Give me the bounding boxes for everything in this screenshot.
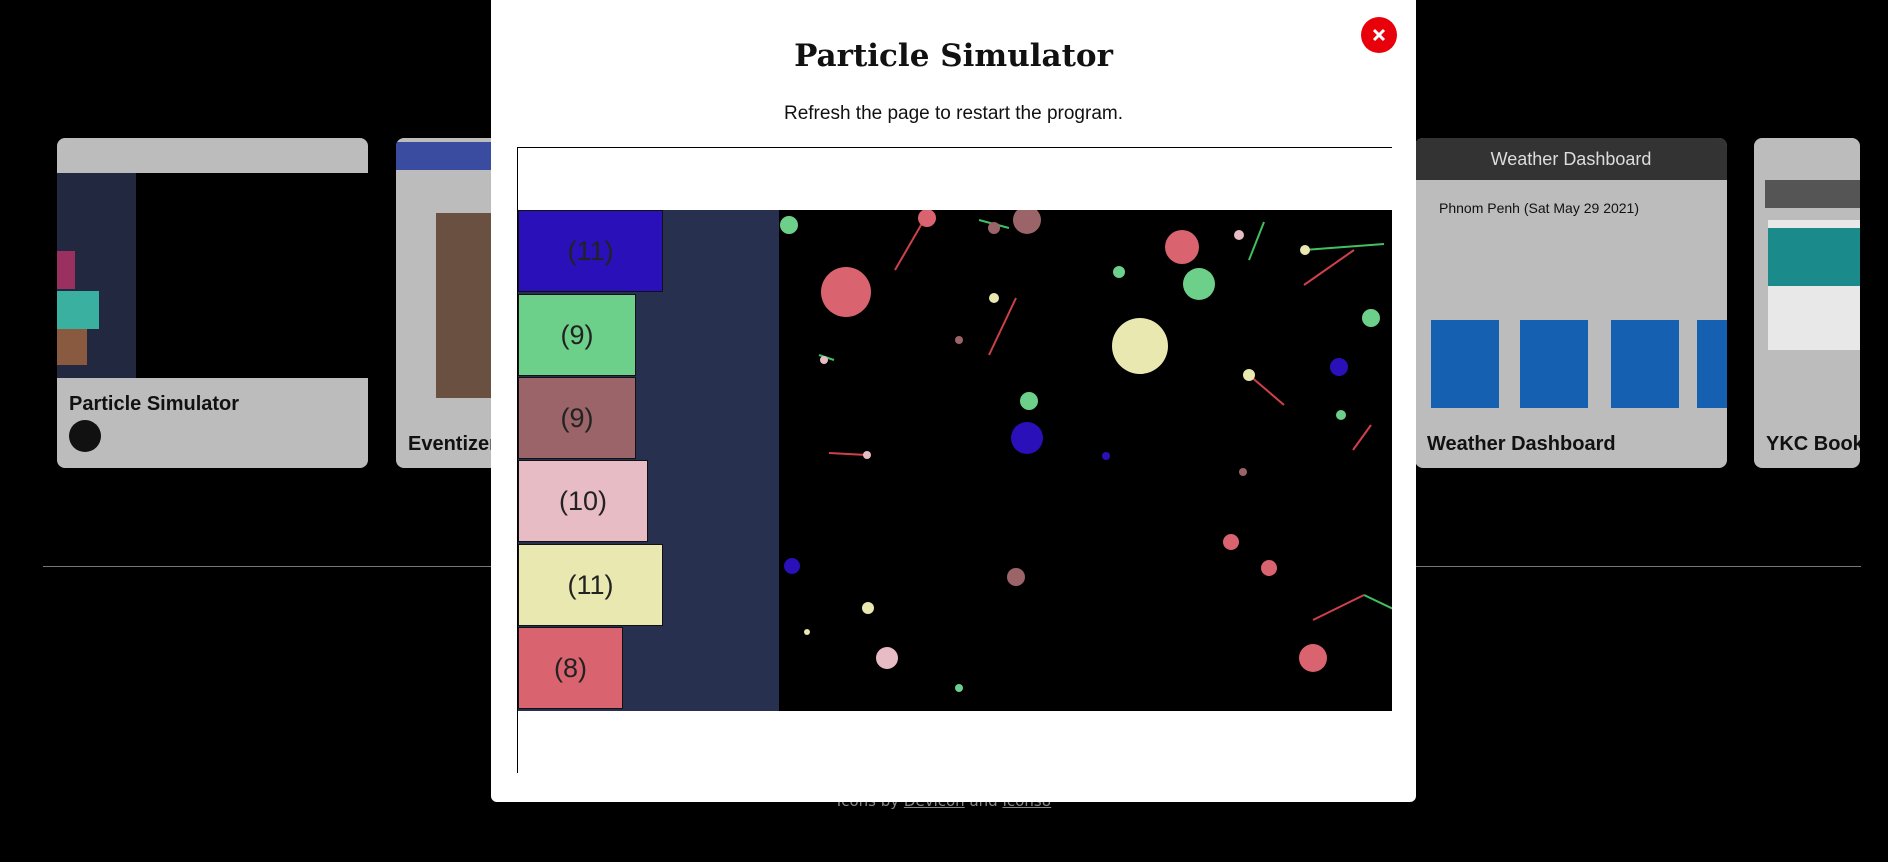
close-icon <box>1372 28 1386 42</box>
forecast-tile <box>1611 320 1679 408</box>
book-band <box>1768 228 1860 286</box>
count-bar: (11) <box>518 544 663 626</box>
project-card[interactable]: Particle Simulator <box>57 138 368 468</box>
count-bar: (9) <box>518 377 636 459</box>
forecast-tile <box>1520 320 1588 408</box>
tech-icon <box>69 420 101 452</box>
card-title: YKC Bookstore <box>1766 433 1860 455</box>
card-title: Weather Dashboard <box>1427 433 1616 455</box>
close-button[interactable] <box>1361 17 1397 53</box>
particle-field <box>779 210 1392 711</box>
card-title: Eventizer <box>408 433 497 455</box>
preview-bar <box>57 251 75 289</box>
preview-bar <box>57 291 99 329</box>
card-image <box>436 213 496 398</box>
simulator-canvas: (11) (9) (9) (10) (11) (8) <box>517 147 1392 773</box>
weather-city: Phnom Penh (Sat May 29 2021) <box>1439 200 1640 216</box>
count-bar: (11) <box>518 210 663 292</box>
modal-title: Particle Simulator <box>794 38 1113 74</box>
weather-header: Weather Dashboard <box>1415 138 1727 180</box>
count-bar: (10) <box>518 460 648 542</box>
preview-bar <box>57 329 87 365</box>
modal-subtitle: Refresh the page to restart the program. <box>783 103 1123 124</box>
card-title: Particle Simulator <box>69 393 240 415</box>
counter-panel: (11) (9) (9) (10) (11) (8) <box>518 210 779 711</box>
project-card[interactable]: Weather Dashboard Phnom Penh (Sat May 29… <box>1415 138 1727 468</box>
count-bar: (9) <box>518 294 636 376</box>
book-cover <box>1768 220 1860 350</box>
count-bar: (8) <box>518 627 623 709</box>
forecast-tile <box>1431 320 1499 408</box>
forecast-tile <box>1697 320 1727 408</box>
project-card[interactable]: YKC Bookstore <box>1754 138 1860 468</box>
card-preview <box>57 173 368 378</box>
card-nav <box>1765 180 1860 208</box>
